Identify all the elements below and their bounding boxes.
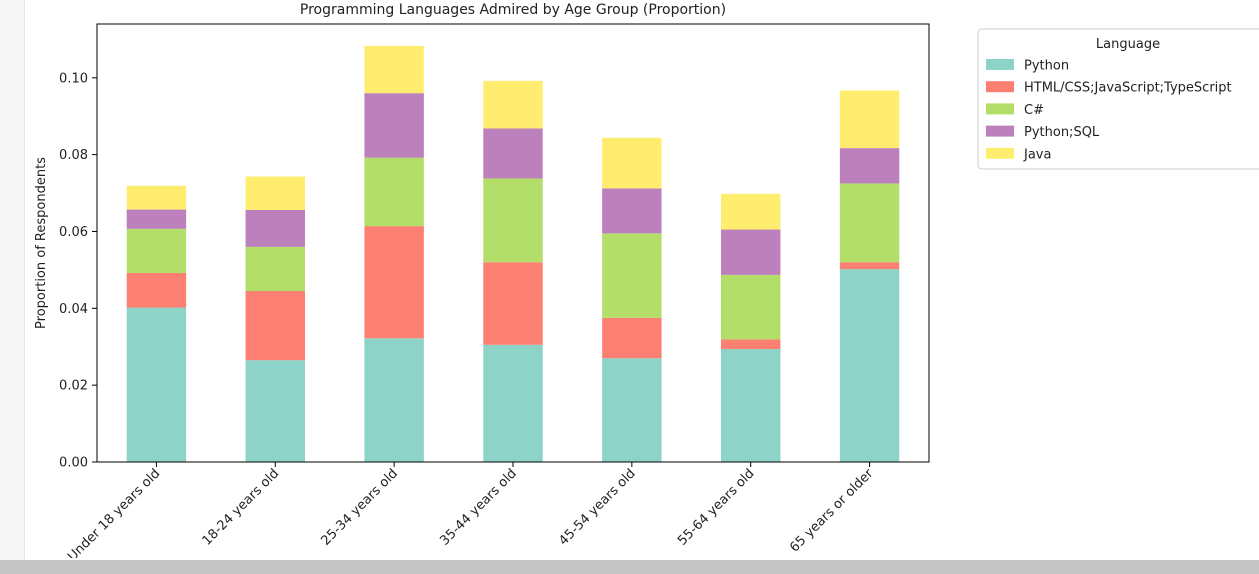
x-tick-label: 55-64 years old [675, 466, 757, 548]
chart-title: Programming Languages Admired by Age Gro… [300, 2, 726, 18]
x-tick-label: Under 18 years old [65, 466, 163, 564]
bar-segment [839, 183, 900, 263]
bar-segment [126, 209, 187, 229]
plot-frame [96, 23, 930, 463]
legend-swatch [986, 103, 1014, 115]
bar-segment [721, 274, 781, 340]
bar-segment [602, 233, 662, 318]
legend-label: HTML/CSS;JavaScript;TypeScript [1024, 81, 1232, 96]
legend-title: Language [1096, 37, 1160, 52]
bar-segment [721, 339, 781, 350]
legend-label: Python [1024, 59, 1069, 74]
bar-segment [602, 358, 662, 462]
bar-segment [602, 188, 662, 234]
legend-label: C# [1024, 103, 1044, 118]
bar-segment [126, 307, 187, 462]
bar-segment [483, 80, 543, 129]
bar-segment [483, 344, 543, 462]
bar-segment [364, 45, 424, 94]
bar-segment [245, 291, 305, 361]
bar-segment [839, 262, 900, 270]
bar-segment [245, 246, 305, 292]
bar-segment [483, 262, 543, 345]
legend: Language Python HTML/CSS;JavaScript;TypeSc… [977, 28, 1259, 170]
y-tick-label: 0.04 [59, 302, 88, 317]
legend-swatch [986, 59, 1014, 70]
x-tick-label: 65 years or older [787, 466, 877, 556]
legend-swatch [986, 125, 1014, 137]
bar-segment [483, 128, 543, 179]
bar-segment [245, 176, 305, 210]
bar-segment [602, 137, 662, 189]
bar-segment [483, 178, 543, 263]
bar-segment [245, 360, 305, 462]
legend-swatch [986, 81, 1014, 93]
bar-segment [364, 338, 424, 462]
bars-layer [126, 45, 900, 462]
legend-label: Java [1023, 147, 1051, 162]
bar-segment [602, 317, 662, 359]
y-tick-label: 0.08 [59, 148, 88, 163]
horizontal-scrollbar[interactable] [0, 560, 1259, 574]
x-tick-label: 25-34 years old [318, 466, 400, 548]
x-tick-label: 45-54 years old [556, 466, 638, 548]
y-axis-label: Proportion of Respondents [34, 157, 49, 329]
y-axis: 0.00 0.02 0.04 0.06 0.08 0.10 [59, 71, 97, 471]
bar-segment [839, 269, 900, 462]
legend-label: Python;SQL [1024, 125, 1100, 140]
bar-segment [126, 185, 187, 210]
bar-segment [839, 148, 900, 184]
x-tick-label: 35-44 years old [437, 466, 519, 548]
legend-swatch [986, 147, 1014, 159]
bar-segment [721, 349, 781, 462]
bar-segment [721, 229, 781, 275]
bar-segment [839, 90, 900, 149]
bar-segment [364, 226, 424, 339]
bar-segment [364, 157, 424, 227]
x-tick-label: 18-24 years old [200, 466, 282, 548]
bar-segment [126, 228, 187, 273]
x-axis: Under 18 years old 18-24 years old 25-34 y… [65, 462, 877, 564]
bar-segment [126, 272, 187, 308]
bar-segment [721, 193, 781, 230]
y-tick-label: 0.02 [59, 379, 88, 394]
bar-segment [364, 93, 424, 158]
notebook-gutter [0, 0, 25, 574]
y-tick-label: 0.10 [59, 71, 88, 86]
bar-segment [245, 209, 305, 247]
y-tick-label: 0.06 [59, 225, 88, 240]
y-tick-label: 0.00 [59, 456, 88, 471]
legend-box [977, 28, 1259, 170]
